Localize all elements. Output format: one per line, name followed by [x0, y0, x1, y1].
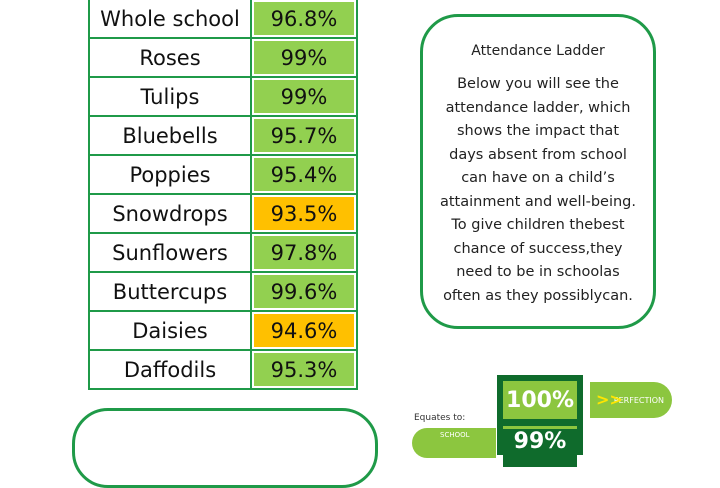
info-line: need to be in schoolas: [456, 264, 620, 280]
info-title: Attendance Ladder: [471, 43, 605, 59]
info-line: attainment and well-being.: [439, 193, 636, 210]
ladder-second: 99%: [503, 426, 577, 467]
info-line: Below you will see the: [457, 76, 619, 92]
school-tag: SCHOOL: [412, 428, 496, 458]
row-name: Whole school: [90, 0, 252, 37]
row-value: 94.6%: [254, 314, 354, 347]
table-row: Daffodils 95.3%: [90, 349, 356, 388]
page: {"table": {"rows": [ {"name": "Whole sch…: [72, 0, 672, 488]
row-name: Roses: [90, 39, 252, 76]
ladder-top: 100%: [503, 381, 577, 419]
info-line: To give children thebest: [451, 217, 625, 233]
row-name: Daisies: [90, 312, 252, 349]
info-text: Below you will see the attendance ladder,…: [423, 73, 653, 308]
row-name: Sunflowers: [90, 234, 252, 271]
row-value: 95.4%: [254, 158, 354, 191]
row-name: Poppies: [90, 156, 252, 193]
chevrons: >>: [596, 390, 623, 409]
row-value: 93.5%: [254, 197, 354, 230]
table-row: Poppies 95.4%: [90, 154, 356, 193]
table-row: Roses 99%: [90, 37, 356, 76]
table-row: Tulips 99%: [90, 76, 356, 115]
info-line: chance of success,they: [453, 240, 623, 257]
row-value: 99%: [254, 41, 354, 74]
row-name: Daffodils: [90, 351, 252, 388]
row-value: 99.6%: [254, 275, 354, 308]
table-row: Snowdrops 93.5%: [90, 193, 356, 232]
table-row: Sunflowers 97.8%: [90, 232, 356, 271]
row-value: 97.8%: [254, 236, 354, 269]
table-row: Bluebells 95.7%: [90, 115, 356, 154]
row-name: Bluebells: [90, 117, 252, 154]
table-row: Daisies 94.6%: [90, 310, 356, 349]
row-name: Buttercups: [90, 273, 252, 310]
row-name: Snowdrops: [90, 195, 252, 232]
info-line: can have on a child’s: [461, 170, 615, 186]
info-line: days absent from school: [449, 146, 627, 163]
row-value: 95.3%: [254, 353, 354, 386]
attendance-table: Whole school 96.8% Roses 99% Tulips 99% Bluebe…: [88, 0, 358, 390]
info-line: shows the impact that: [457, 123, 619, 139]
info-line: attendance ladder, which: [445, 99, 631, 116]
table-row: Buttercups 99.6%: [90, 271, 356, 310]
row-name: Tulips: [90, 78, 252, 115]
ladder-arrow: PERFECTION: [590, 382, 672, 418]
row-value: 99%: [254, 80, 354, 113]
info-line: often as they possiblycan.: [443, 287, 633, 304]
info-box: Attendance Ladder Below you will see the…: [420, 14, 656, 329]
equates-label: Equates to:: [414, 413, 466, 423]
row-value: 96.8%: [254, 2, 354, 35]
row-value: 95.7%: [254, 119, 354, 152]
bottom-box: [72, 408, 378, 488]
table-row: Whole school 96.8%: [90, 0, 356, 37]
